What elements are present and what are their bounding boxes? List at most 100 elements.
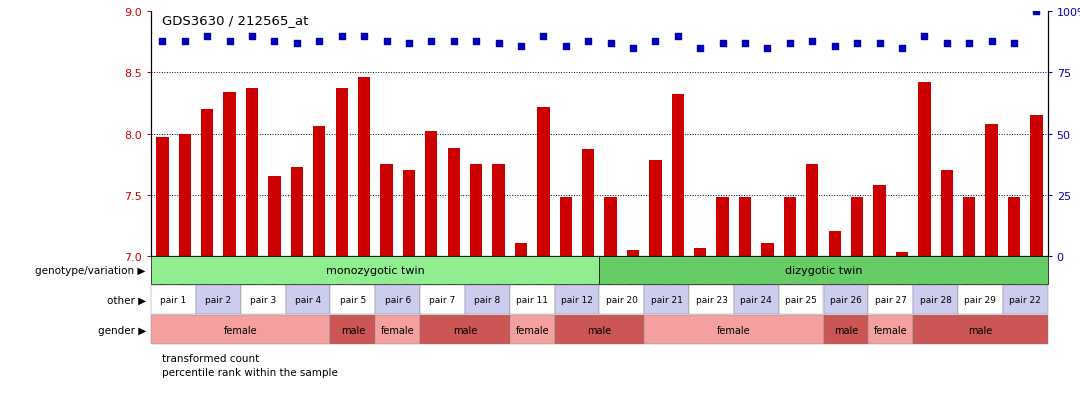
Point [512, 43, 529, 50]
Text: gender ▶: gender ▶ [97, 325, 146, 335]
Bar [376, 286, 420, 314]
Bar [1030, 116, 1042, 256]
Bar [420, 316, 510, 344]
Bar [644, 286, 689, 314]
Bar [649, 161, 662, 256]
Point [221, 38, 239, 45]
Text: pair 1: pair 1 [161, 296, 187, 304]
Text: pair 26: pair 26 [829, 296, 862, 304]
Bar [492, 165, 504, 256]
Bar [784, 197, 796, 256]
Bar [285, 286, 330, 314]
Text: dizygotic twin: dizygotic twin [785, 265, 862, 275]
Bar [806, 165, 819, 256]
Text: pair 24: pair 24 [741, 296, 772, 304]
Bar [626, 250, 639, 256]
Bar [559, 197, 572, 256]
Point [826, 43, 843, 50]
Bar [913, 316, 1048, 344]
Bar [694, 249, 706, 256]
Bar [851, 197, 863, 256]
Bar [644, 316, 824, 344]
Text: pair 5: pair 5 [340, 296, 366, 304]
Text: pair 12: pair 12 [561, 296, 593, 304]
Text: pair 23: pair 23 [696, 296, 728, 304]
Bar [555, 316, 644, 344]
Bar [224, 93, 235, 256]
Point [759, 45, 777, 52]
Bar [268, 177, 281, 256]
Text: pair 20: pair 20 [606, 296, 638, 304]
Text: male: male [834, 325, 858, 335]
Bar [941, 171, 953, 256]
Bar [963, 197, 975, 256]
Point [422, 38, 440, 45]
Bar [716, 197, 729, 256]
Text: GDS3630 / 212565_at: GDS3630 / 212565_at [162, 14, 309, 27]
Bar [157, 138, 168, 256]
Point [176, 38, 193, 45]
Bar [515, 244, 527, 256]
Bar [330, 286, 376, 314]
Bar [918, 83, 931, 256]
Bar [376, 316, 420, 344]
Text: pair 21: pair 21 [650, 296, 683, 304]
Bar [380, 165, 393, 256]
Point [580, 38, 597, 45]
Bar [510, 286, 555, 314]
Bar [470, 165, 483, 256]
Bar [739, 197, 752, 256]
Point [468, 38, 485, 45]
Bar [599, 256, 1048, 285]
Bar [761, 244, 773, 256]
Text: pair 29: pair 29 [964, 296, 997, 304]
Point [490, 41, 508, 47]
Text: pair 22: pair 22 [1010, 296, 1041, 304]
Bar [958, 286, 1002, 314]
Point [849, 41, 866, 47]
Text: pair 11: pair 11 [516, 296, 549, 304]
Bar [895, 252, 908, 256]
Bar [828, 232, 841, 256]
Point [893, 45, 910, 52]
Text: pair 28: pair 28 [919, 296, 951, 304]
Text: female: female [515, 325, 549, 335]
Point [647, 38, 664, 45]
Bar [824, 316, 868, 344]
Bar [151, 286, 197, 314]
Point [670, 33, 687, 40]
Bar [913, 286, 958, 314]
Bar [464, 286, 510, 314]
Bar [197, 286, 241, 314]
Bar [313, 127, 325, 256]
Point [960, 41, 977, 47]
Bar [599, 286, 644, 314]
Point [1005, 41, 1023, 47]
Bar [178, 134, 191, 256]
Point [870, 41, 888, 47]
Bar [1008, 197, 1021, 256]
Text: monozygotic twin: monozygotic twin [326, 265, 424, 275]
Point [557, 43, 575, 50]
Text: female: female [381, 325, 415, 335]
Point [243, 33, 260, 40]
Point [199, 33, 216, 40]
Bar [336, 89, 348, 256]
Bar [426, 132, 437, 256]
Bar [582, 150, 594, 256]
Text: male: male [341, 325, 365, 335]
Bar [403, 171, 415, 256]
Point [401, 41, 418, 47]
Bar [241, 286, 285, 314]
Point [153, 38, 171, 45]
Text: pair 8: pair 8 [474, 296, 500, 304]
Text: pair 6: pair 6 [384, 296, 410, 304]
Text: pair 25: pair 25 [785, 296, 818, 304]
Point [535, 33, 552, 40]
Bar [985, 124, 998, 256]
Bar [689, 286, 733, 314]
Point [1028, 9, 1045, 16]
Point [311, 38, 328, 45]
Text: pair 27: pair 27 [875, 296, 907, 304]
Text: pair 4: pair 4 [295, 296, 321, 304]
